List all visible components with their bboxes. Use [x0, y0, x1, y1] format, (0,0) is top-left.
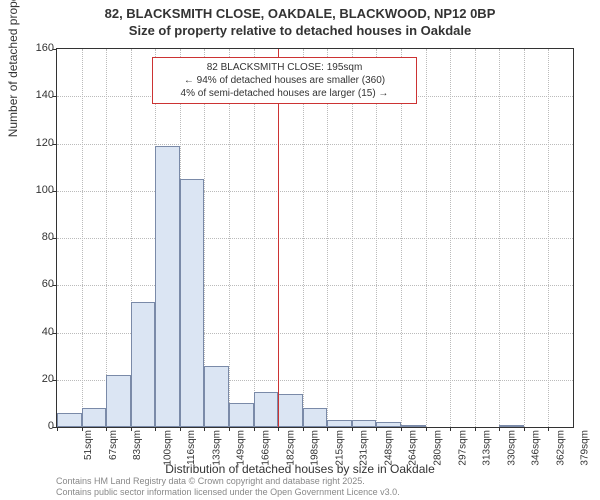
x-tick-label: 100sqm [162, 430, 173, 466]
x-tick-label: 379sqm [580, 430, 591, 466]
x-tick-label: 330sqm [506, 430, 517, 466]
y-tick-label: 140 [24, 89, 54, 101]
chart-title: 82, BLACKSMITH CLOSE, OAKDALE, BLACKWOOD… [0, 0, 600, 40]
x-tick-label: 264sqm [408, 430, 419, 466]
histogram-bar [303, 408, 328, 427]
x-tick-label: 149sqm [236, 430, 247, 466]
histogram-bar [204, 366, 229, 427]
y-tick-label: 20 [24, 373, 54, 385]
histogram-bar [254, 392, 279, 427]
x-tick-label: 215sqm [334, 430, 345, 466]
histogram-bar [278, 394, 303, 427]
x-tick-label: 166sqm [261, 430, 272, 466]
histogram-bar [131, 302, 156, 427]
x-tick-label: 346sqm [531, 430, 542, 466]
annotation-line-3: 4% of semi-detached houses are larger (1… [181, 88, 389, 99]
x-tick-label: 313sqm [482, 430, 493, 466]
x-tick-label: 83sqm [132, 430, 143, 460]
title-line-2: Size of property relative to detached ho… [129, 23, 471, 38]
x-tick-label: 231sqm [359, 430, 370, 466]
annotation-line-2: ← 94% of detached houses are smaller (36… [184, 75, 385, 86]
x-tick-label: 362sqm [555, 430, 566, 466]
annotation-box: 82 BLACKSMITH CLOSE: 195sqm ← 94% of deta… [152, 57, 417, 104]
histogram-bar [82, 408, 107, 427]
x-tick-label: 198sqm [310, 430, 321, 466]
y-axis-label: Number of detached properties [6, 0, 20, 137]
histogram-bar [327, 420, 352, 427]
histogram-bar [155, 146, 180, 427]
plot-area: 82 BLACKSMITH CLOSE: 195sqm ← 94% of deta… [56, 48, 574, 428]
histogram-bar [106, 375, 131, 427]
histogram-bar [180, 179, 205, 427]
histogram-bar [376, 422, 401, 427]
footer-line-2: Contains public sector information licen… [56, 487, 400, 497]
histogram-bar [57, 413, 82, 427]
x-tick-label: 280sqm [433, 430, 444, 466]
histogram-bar [352, 420, 377, 427]
footer-attribution: Contains HM Land Registry data © Crown c… [56, 476, 400, 498]
y-tick-label: 40 [24, 326, 54, 338]
y-tick-label: 100 [24, 184, 54, 196]
title-line-1: 82, BLACKSMITH CLOSE, OAKDALE, BLACKWOOD… [105, 6, 496, 21]
histogram-bar [229, 403, 254, 427]
y-tick-label: 0 [24, 420, 54, 432]
y-tick-label: 160 [24, 42, 54, 54]
histogram-bar [401, 425, 426, 427]
chart-container: 82, BLACKSMITH CLOSE, OAKDALE, BLACKWOOD… [0, 0, 600, 500]
x-tick-label: 67sqm [108, 430, 119, 460]
y-tick-label: 80 [24, 231, 54, 243]
x-tick-label: 248sqm [383, 430, 394, 466]
reference-line [278, 49, 279, 427]
x-tick-label: 297sqm [457, 430, 468, 466]
annotation-line-1: 82 BLACKSMITH CLOSE: 195sqm [207, 62, 363, 73]
y-tick-label: 60 [24, 278, 54, 290]
x-tick-label: 116sqm [186, 430, 197, 465]
y-tick-label: 120 [24, 137, 54, 149]
footer-line-1: Contains HM Land Registry data © Crown c… [56, 476, 365, 486]
x-tick-label: 51sqm [83, 430, 94, 460]
x-tick-label: 133sqm [211, 430, 222, 466]
histogram-bar [499, 425, 524, 427]
x-tick-label: 182sqm [285, 430, 296, 466]
